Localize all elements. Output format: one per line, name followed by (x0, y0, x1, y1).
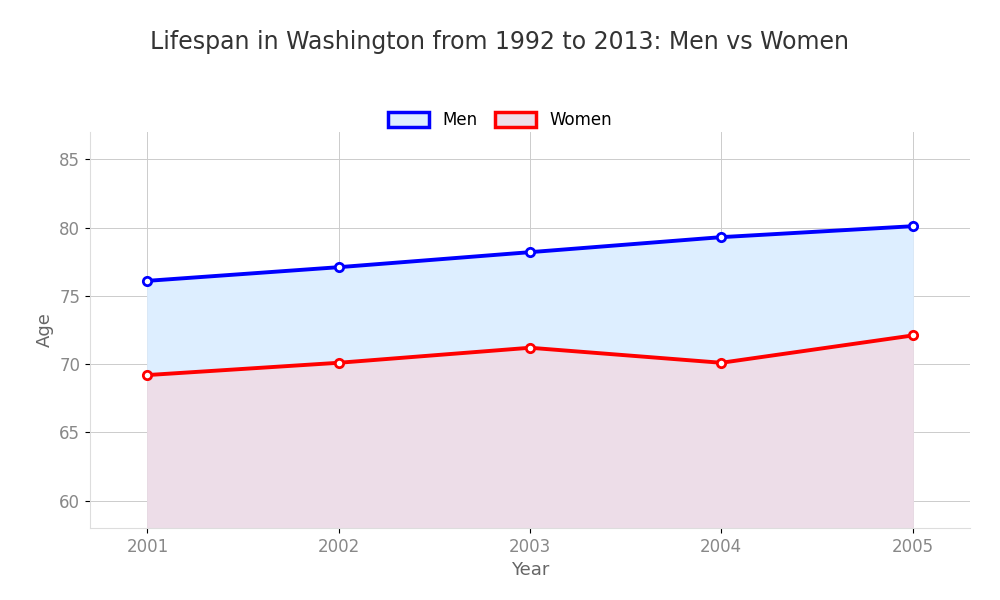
Text: Lifespan in Washington from 1992 to 2013: Men vs Women: Lifespan in Washington from 1992 to 2013… (150, 30, 850, 54)
Y-axis label: Age: Age (36, 313, 54, 347)
X-axis label: Year: Year (511, 561, 549, 579)
Legend: Men, Women: Men, Women (381, 104, 619, 136)
